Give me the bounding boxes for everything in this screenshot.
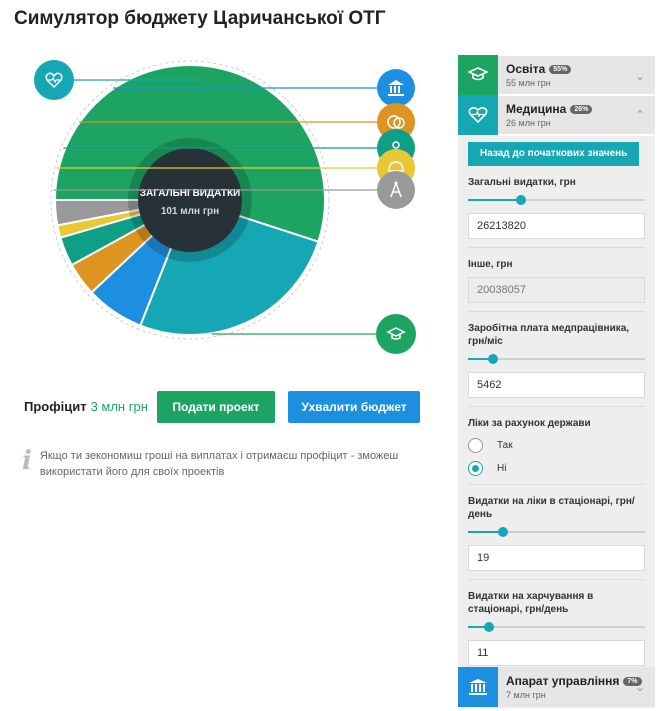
radio-label: Ні: [497, 463, 507, 474]
category-amount: 55 млн грн: [506, 78, 551, 88]
category-name: Апарат управління: [506, 674, 620, 688]
building-icon: [458, 667, 498, 707]
radio-button[interactable]: [468, 438, 483, 453]
category-amount: 7 млн грн: [506, 690, 546, 700]
graduation-cap-icon[interactable]: [376, 314, 416, 354]
field-label: Заробітна плата медпрацівника, грн/міс: [468, 323, 630, 347]
center-disc: [138, 148, 242, 252]
field-meds-hospital: Видатки на ліки в стаціонарі, грн/день 1…: [468, 485, 645, 580]
category-name: Медицина: [506, 102, 567, 116]
medicine-panel: Назад до початкових значень Загальні вид…: [458, 136, 655, 674]
submit-project-button[interactable]: Подати проект: [157, 391, 275, 423]
percent-badge: 7%: [623, 676, 642, 686]
chart-outline: [50, 60, 330, 340]
slider-knob[interactable]: [484, 622, 495, 632]
meds-hospital-input[interactable]: 19: [468, 545, 645, 571]
info-note: i Якщо ти зекономиш гроші на виплатах і …: [22, 448, 402, 480]
total-expenses-input[interactable]: 26213820: [468, 213, 645, 239]
reset-defaults-button[interactable]: Назад до початкових значень: [468, 142, 640, 166]
field-meds-state: Ліки за рахунок держави Так Ні: [468, 407, 645, 485]
category-education[interactable]: Освіта 55% 55 млн грн ⌄: [458, 55, 655, 96]
compass-icon[interactable]: [377, 171, 415, 209]
page-title: Симулятор бюджету Царичанської ОТГ: [14, 8, 386, 29]
category-medicine[interactable]: Медицина 26% 26 млн грн ⌃: [458, 95, 655, 136]
percent-badge: 26%: [570, 104, 593, 114]
center-value: 101 млн грн: [161, 206, 219, 217]
category-name: Освіта: [506, 62, 546, 76]
radio-no[interactable]: Ні: [468, 461, 645, 476]
salary-input[interactable]: 5462: [468, 372, 645, 398]
heart-pulse-icon: [458, 95, 498, 135]
field-food-hospital: Видатки на харчування в стаціонарі, грн/…: [468, 580, 645, 674]
category-amount: 26 млн грн: [506, 118, 551, 128]
field-total-expenses: Загальні видатки, грн 26213820: [468, 166, 645, 248]
sidebar: Освіта 55% 55 млн грн ⌄ Медицина 26% 26 мл…: [458, 55, 655, 708]
theater-masks-icon[interactable]: [377, 103, 415, 141]
info-text: Якщо ти зекономиш гроші на виплатах і от…: [39, 450, 399, 478]
center-title: ЗАГАЛЬНІ ВИДАТКИ: [140, 188, 241, 199]
category-admin[interactable]: Апарат управління 7% 7 млн грн ⌄: [458, 667, 655, 707]
radio-label: Так: [497, 440, 513, 451]
chevron-down-icon[interactable]: ⌄: [634, 69, 645, 83]
radio-yes[interactable]: Так: [468, 438, 645, 453]
field-label: Видатки на харчування в стаціонарі, грн/…: [468, 591, 594, 615]
slider-knob[interactable]: [516, 195, 527, 205]
field-salary: Заробітна плата медпрацівника, грн/міс 5…: [468, 312, 645, 407]
chevron-down-icon[interactable]: ⌄: [634, 680, 645, 694]
slider-knob[interactable]: [498, 527, 509, 537]
field-label: Загальні видатки, грн: [468, 177, 576, 188]
food-hospital-input[interactable]: 11: [468, 640, 645, 666]
heart-pulse-icon[interactable]: [34, 60, 74, 100]
slider-knob[interactable]: [487, 354, 498, 364]
percent-badge: 55%: [549, 64, 572, 74]
info-icon: i: [22, 446, 32, 476]
field-other: Інше, грн 20038057: [468, 248, 645, 312]
graduation-cap-icon: [458, 55, 498, 95]
food-hospital-slider[interactable]: [468, 620, 645, 634]
building-icon[interactable]: [377, 69, 415, 107]
field-label: Видатки на ліки в стаціонарі, грн/день: [468, 496, 635, 520]
profit-summary: Профіцит 3 млн грн: [24, 399, 148, 414]
profit-label: Профіцит: [24, 399, 87, 414]
profit-value: 3 млн грн: [90, 399, 148, 414]
chevron-up-icon[interactable]: ⌃: [634, 108, 645, 122]
approve-budget-button[interactable]: Ухвалити бюджет: [288, 391, 420, 423]
meds-hospital-slider[interactable]: [468, 525, 645, 539]
budget-pie-chart[interactable]: ЗАГАЛЬНІ ВИДАТКИ 101 млн грн: [30, 40, 430, 370]
salary-slider[interactable]: [468, 352, 645, 366]
radio-button-selected[interactable]: [468, 461, 483, 476]
other-input: 20038057: [468, 277, 645, 303]
total-expenses-slider[interactable]: [468, 193, 645, 207]
field-label: Ліки за рахунок держави: [468, 418, 591, 429]
field-label: Інше, грн: [468, 259, 513, 270]
